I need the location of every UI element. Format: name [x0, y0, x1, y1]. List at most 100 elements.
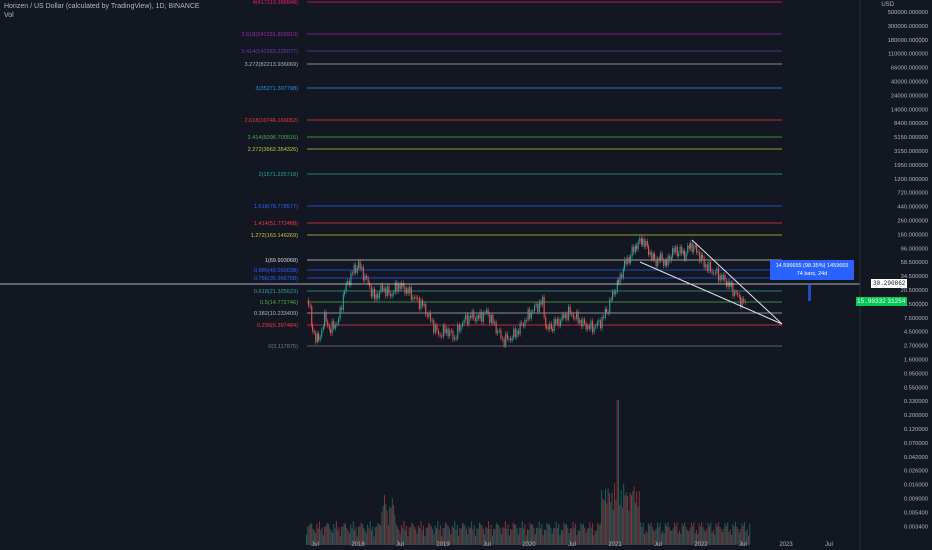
candle-body	[664, 260, 666, 266]
candle-body	[410, 287, 412, 300]
fib-retracement[interactable]: 4(417119.388948) 3.618(241331.829913) 3.41…	[241, 0, 782, 350]
candle-body	[342, 294, 344, 310]
volume-bar	[455, 529, 457, 545]
volume-bar	[736, 526, 738, 545]
candle-body	[734, 291, 736, 296]
candle-body	[486, 309, 488, 313]
volume-bar	[694, 532, 696, 545]
candle-body	[743, 298, 745, 302]
volume-bar	[525, 535, 527, 545]
volume-bar	[342, 526, 344, 545]
volume-bar	[439, 525, 441, 545]
volume-bar	[324, 526, 326, 545]
volume-bar	[358, 526, 359, 545]
candle-body	[325, 312, 327, 322]
volume-bar	[380, 525, 382, 545]
candle-body	[691, 242, 693, 252]
volume-bar	[748, 535, 749, 545]
candle-body	[649, 252, 651, 255]
volume-bar	[417, 525, 419, 545]
candle-body	[473, 311, 475, 319]
candle-body	[460, 326, 462, 331]
candle-body	[441, 335, 443, 337]
candle-body	[684, 251, 686, 260]
falling-wedge-drawing[interactable]	[639, 239, 783, 325]
volume-bar	[436, 528, 437, 545]
volume-bar	[673, 522, 675, 545]
volume-bar	[395, 524, 397, 545]
volume-bar	[629, 492, 631, 545]
candle-body	[535, 304, 537, 306]
volume-bar	[476, 528, 478, 545]
volume-bar	[579, 531, 580, 545]
candle-body	[651, 252, 653, 260]
candle-body	[697, 251, 699, 253]
candle-body	[315, 332, 317, 343]
candle-body	[721, 275, 723, 280]
volume-bar	[328, 523, 330, 545]
candle-body	[388, 286, 390, 294]
price-tick-label: 1200.000000	[894, 177, 928, 183]
candle-body	[719, 275, 721, 281]
volume-bar	[481, 525, 483, 545]
candle-body	[703, 257, 705, 268]
candle-body	[580, 319, 582, 327]
volume-bar	[663, 533, 665, 545]
volume-bar	[376, 526, 378, 545]
candle-body	[652, 253, 654, 260]
volume-bar	[532, 524, 534, 545]
price-tick-label: 40000.000000	[891, 80, 928, 86]
volume-bar	[725, 526, 727, 545]
candle-body	[625, 259, 627, 265]
symbol-title[interactable]: Horizen / US Dollar (calculated by Tradi…	[4, 3, 200, 10]
candle-body	[549, 323, 551, 330]
candle-body	[334, 324, 336, 329]
candle-body	[390, 293, 392, 297]
volume-bar	[398, 529, 400, 545]
candle-body	[633, 246, 635, 253]
candle-body	[479, 311, 481, 319]
volume-bar	[389, 506, 391, 545]
volume-bar	[391, 498, 393, 545]
volume-indicator-label[interactable]: Vol	[4, 12, 14, 19]
volume-bar	[690, 522, 692, 545]
volume-bar	[467, 534, 469, 545]
measure-range-box[interactable]	[808, 284, 811, 301]
candle-body	[577, 311, 579, 324]
candle-body	[666, 260, 668, 266]
candle-body	[572, 314, 574, 318]
candle-body	[696, 245, 698, 253]
candle-body	[598, 320, 600, 323]
volume-bar	[628, 510, 630, 545]
candle-body	[607, 312, 609, 314]
volume-bar	[585, 532, 587, 545]
candle-body	[732, 282, 734, 296]
price-axis[interactable]: 500000.000000 300000.000000 180000.000000 1…	[888, 10, 928, 530]
price-tick-label: 14000.000000	[891, 107, 928, 113]
candle-body	[584, 319, 586, 324]
volume-bar	[627, 495, 629, 545]
candle-body	[330, 329, 332, 334]
volume-bar	[581, 524, 583, 545]
volume-bar	[602, 498, 604, 545]
volume-bar	[735, 522, 736, 545]
volume-bar	[443, 527, 445, 545]
volume-bar	[356, 536, 358, 545]
volume-bar	[352, 521, 354, 545]
volume-bar	[472, 529, 474, 545]
candle-body	[382, 285, 384, 291]
volume-series	[306, 400, 751, 545]
candle-body	[663, 260, 665, 266]
volume-bar	[621, 507, 623, 545]
volume-bar	[737, 528, 739, 545]
volume-bar	[459, 528, 461, 545]
volume-bar	[313, 530, 315, 545]
volume-bar	[337, 530, 339, 545]
volume-bar	[680, 533, 682, 545]
candle-body	[396, 282, 398, 292]
candle-body	[687, 245, 689, 254]
volume-bar	[601, 490, 603, 545]
time-axis[interactable]: Jul 2018 Jul 2019 Jul 2020 Jul 2021 Jul 2022 Jul 20…	[311, 542, 833, 548]
volume-bar	[510, 528, 512, 545]
